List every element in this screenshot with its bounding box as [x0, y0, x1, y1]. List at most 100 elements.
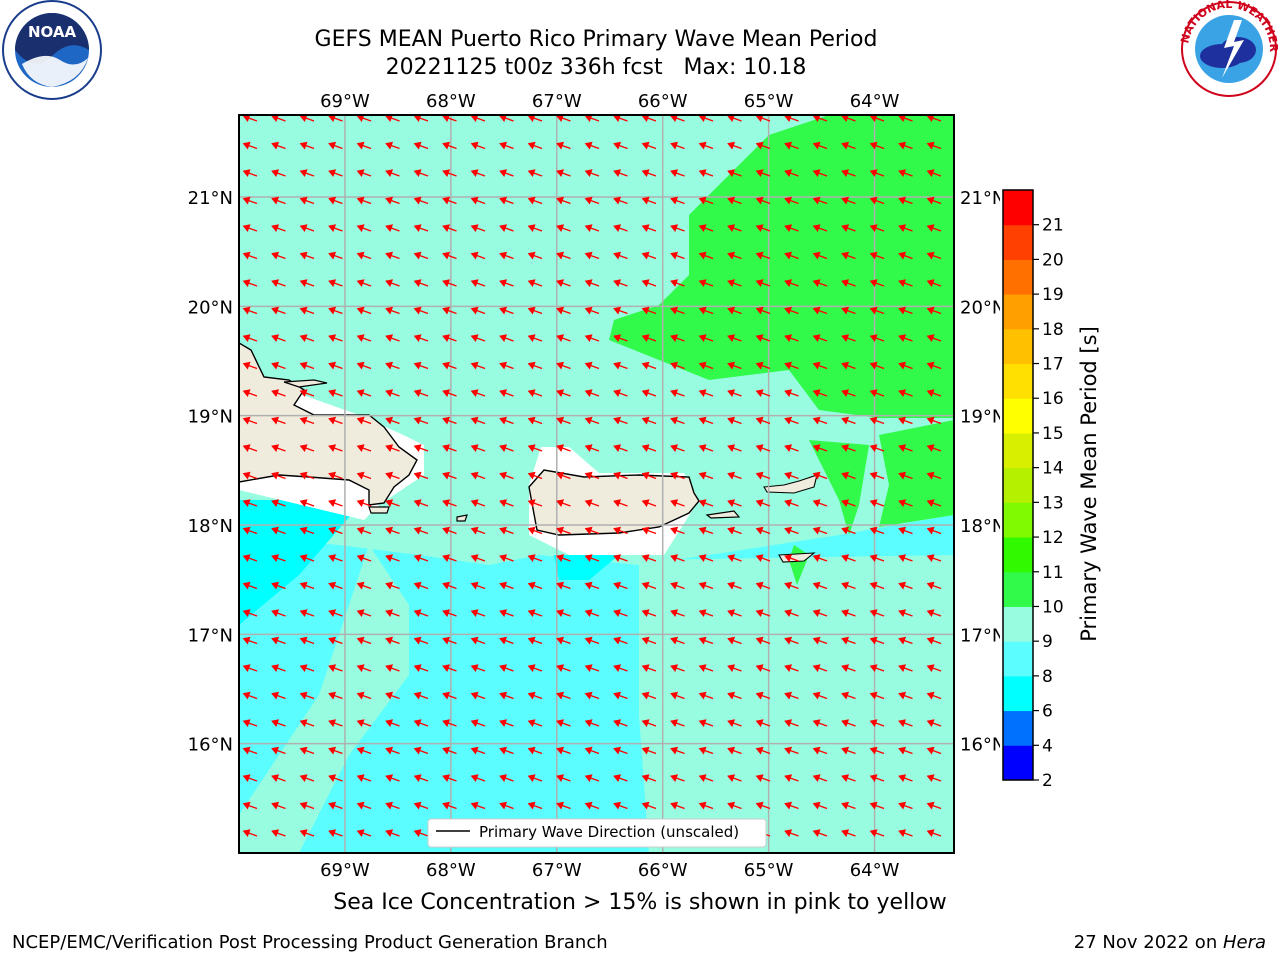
vieques-island [705, 510, 741, 519]
wave-direction-arrow [727, 444, 742, 453]
colorbar-segment [1003, 259, 1033, 295]
wave-direction-arrow [442, 389, 457, 398]
colorbar-segment [1003, 675, 1033, 712]
wave-direction-arrow [641, 581, 657, 590]
wave-direction-arrow [413, 581, 429, 590]
wave-direction-arrow [385, 829, 400, 838]
wave-direction-arrow [926, 416, 942, 425]
wave-direction-arrow [869, 609, 885, 618]
wave-direction-arrow [926, 581, 942, 590]
wave-direction-arrow [812, 581, 828, 590]
wave-direction-arrow [670, 141, 685, 150]
wave-direction-arrow [784, 416, 799, 425]
wave-direction-arrow [898, 196, 913, 205]
colorbar-segment [1003, 432, 1033, 469]
wave-direction-arrow [299, 224, 315, 233]
wave-direction-arrow [442, 251, 457, 260]
wave-direction-arrow [328, 581, 343, 590]
wave-direction-arrow [812, 554, 828, 563]
wave-direction-arrow [385, 279, 400, 288]
wave-direction-arrow [242, 389, 258, 398]
wave-direction-arrow [613, 169, 628, 178]
wave-direction-arrow [442, 224, 457, 233]
wave-direction-arrow [898, 251, 913, 260]
wave-direction-arrow [356, 389, 372, 398]
wave-direction-arrow [299, 526, 315, 535]
wave-direction-arrow [271, 224, 286, 233]
wave-direction-arrow [670, 609, 685, 618]
wave-direction-arrow [584, 609, 600, 618]
wave-direction-arrow [527, 169, 543, 178]
wave-direction-arrow [926, 554, 942, 563]
wave-direction-arrow [442, 416, 457, 425]
wave-direction-arrow [613, 746, 628, 755]
wave-direction-arrow [556, 416, 571, 425]
wave-direction-arrow [413, 224, 429, 233]
wave-direction-arrow [328, 444, 343, 453]
wave-direction-arrow [356, 581, 372, 590]
wave-direction-arrow [470, 526, 486, 535]
wave-direction-arrow [470, 224, 486, 233]
wave-direction-arrow [385, 141, 400, 150]
wave-direction-arrow [670, 169, 685, 178]
wave-direction-arrow [556, 251, 571, 260]
wave-direction-arrow [470, 691, 486, 700]
wave-direction-arrow [727, 774, 742, 783]
wave-direction-arrow [584, 389, 600, 398]
period-field-9-10-southwest [239, 545, 409, 853]
wave-direction-arrow [242, 664, 258, 673]
wave-direction-arrow [299, 169, 315, 178]
wave-direction-arrow [784, 169, 799, 178]
wave-direction-arrow [527, 581, 543, 590]
wave-direction-arrow [242, 169, 258, 178]
wave-direction-arrow [299, 306, 315, 315]
wave-direction-arrow [442, 609, 457, 618]
wave-direction-arrow [641, 526, 657, 535]
wave-direction-arrow [442, 306, 457, 315]
wave-direction-arrow [271, 719, 286, 728]
wave-direction-arrow [271, 251, 286, 260]
sea-ice-caption: Sea Ice Concentration > 15% is shown in … [333, 890, 947, 915]
latitude-label-left: 21°N [188, 188, 233, 209]
wave-direction-arrow [613, 196, 628, 205]
wave-direction-arrow [470, 746, 486, 755]
wave-direction-arrow [299, 196, 315, 205]
wave-direction-arrow [470, 141, 486, 150]
wave-direction-arrow [299, 251, 315, 260]
wave-direction-arrow [926, 361, 942, 370]
wave-direction-arrow [727, 719, 742, 728]
wave-direction-arrow [328, 334, 343, 343]
wave-direction-arrow [784, 554, 799, 563]
wave-direction-arrow [356, 499, 372, 508]
wave-direction-arrow [328, 719, 343, 728]
wave-direction-arrow [499, 251, 514, 260]
wave-direction-arrow [869, 526, 885, 535]
wave-direction-arrow [869, 279, 885, 288]
wave-direction-arrow [413, 829, 429, 838]
wave-direction-arrow [841, 581, 856, 590]
wave-direction-arrow [812, 471, 828, 480]
wave-direction-arrow [442, 664, 457, 673]
wave-direction-arrow [413, 636, 429, 645]
wave-direction-arrow [499, 609, 514, 618]
wave-direction-arrow [413, 664, 429, 673]
wave-direction-arrow [869, 691, 885, 700]
wave-direction-arrow [841, 554, 856, 563]
wave-direction-arrow [698, 636, 714, 645]
colorbar-tick-label: 2 [1042, 771, 1053, 791]
wave-direction-arrow [841, 334, 856, 343]
wave-direction-arrow [328, 471, 343, 480]
colorbar-tick-label: 14 [1042, 459, 1064, 479]
wave-direction-arrow [727, 691, 742, 700]
wave-direction-arrow [584, 774, 600, 783]
wave-direction-arrow [926, 141, 942, 150]
wave-direction-arrow [898, 224, 913, 233]
colorbar-segment [1003, 294, 1033, 330]
wave-direction-arrow [299, 471, 315, 480]
wave-direction-arrow [727, 554, 742, 563]
chart-subtitle: 20221125 t00z 336h fcst Max: 10.18 [385, 55, 807, 80]
wave-direction-arrow [584, 746, 600, 755]
wave-direction-arrow [926, 279, 942, 288]
wave-direction-arrow [328, 609, 343, 618]
colorbar-segment [1003, 328, 1033, 365]
